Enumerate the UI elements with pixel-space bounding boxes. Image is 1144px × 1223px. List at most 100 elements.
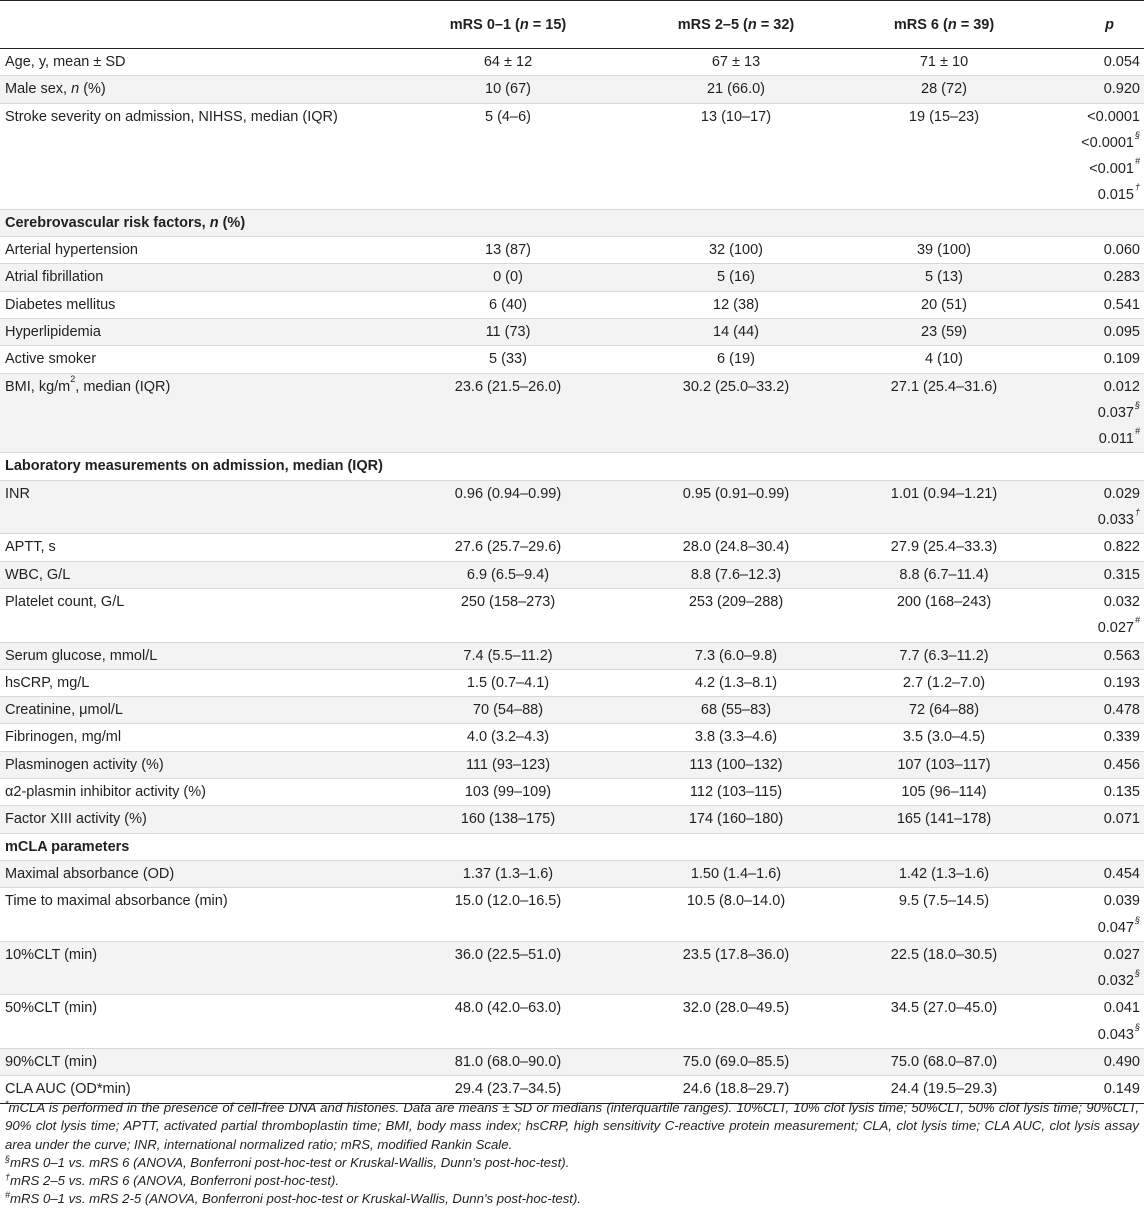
p-value-line: 0.109 (1044, 346, 1140, 372)
cell-mrs-6: 27.9 (25.4–33.3) (844, 533, 1044, 562)
footnote-marker: † (5, 1172, 11, 1183)
p-value: 0.454 (1103, 865, 1140, 882)
cell-mrs-0-1: 29.4 (23.7–34.5) (388, 1075, 628, 1104)
p-value-line: 0.041 (1044, 995, 1140, 1021)
footnote-text: mCLA is performed in the presence of cel… (5, 1100, 1139, 1152)
label-part: n (71, 81, 80, 98)
table-row: 50%CLT (min) 48.0 (42.0–63.0) 32.0 (28.0–4… (0, 994, 1144, 1049)
p-value-line: 0.454 (1044, 861, 1140, 887)
label-part: Cerebrovascular risk factors, (5, 214, 210, 231)
empty-cell (1044, 452, 1144, 481)
row-label: Factor XIII activity (%) (0, 805, 388, 834)
p-value-marker: # (1134, 426, 1140, 437)
section-header-row: mCLA parameters (0, 833, 1144, 861)
cell-mrs-6: 4 (10) (844, 345, 1044, 374)
section-header-row: Cerebrovascular risk factors, n (%) (0, 209, 1144, 238)
cell-mrs-0-1: 5 (4–6) (388, 103, 628, 210)
p-value-marker: § (1134, 914, 1140, 925)
table-row: Time to maximal absorbance (min) 15.0 (12… (0, 887, 1144, 942)
row-label: Stroke severity on admission, NIHSS, med… (0, 103, 388, 210)
cell-mrs-0-1: 6 (40) (388, 291, 628, 319)
table-row: CLA AUC (OD*min) 29.4 (23.7–34.5) 24.6 (18… (0, 1075, 1144, 1104)
section-title: mCLA parameters (0, 833, 388, 861)
cell-mrs-0-1: 160 (138–175) (388, 805, 628, 834)
cell-p-value: 0.135 (1044, 778, 1144, 807)
table-row: Arterial hypertension 13 (87) 32 (100) 39 (… (0, 236, 1144, 265)
empty-cell (628, 452, 844, 481)
cell-p-value: 0.339 (1044, 723, 1144, 752)
cell-mrs-2-5: 14 (44) (628, 318, 844, 347)
p-value: 0.011 (1098, 431, 1134, 448)
cell-mrs-2-5: 3.8 (3.3–4.6) (628, 723, 844, 752)
cell-mrs-2-5: 10.5 (8.0–14.0) (628, 887, 844, 942)
row-label: Fibrinogen, mg/ml (0, 723, 388, 752)
table-row: INR 0.96 (0.94–0.99) 0.95 (0.91–0.99) 1.01 … (0, 480, 1144, 535)
cell-p-value: 0.193 (1044, 669, 1144, 698)
cell-mrs-2-5: 24.6 (18.8–29.7) (628, 1075, 844, 1104)
cell-mrs-6: 200 (168–243) (844, 588, 1044, 643)
empty-cell (844, 209, 1044, 238)
table-row: WBC, G/L 6.9 (6.5–9.4) 8.8 (7.6–12.3) 8.8 (… (0, 561, 1144, 589)
cell-mrs-6: 9.5 (7.5–14.5) (844, 887, 1044, 942)
cell-mrs-0-1: 81.0 (68.0–90.0) (388, 1048, 628, 1077)
p-value: 0.037 (1097, 404, 1134, 421)
p-value: 0.478 (1103, 702, 1140, 719)
p-value-line: 0.193 (1044, 670, 1140, 696)
p-value-line: 0.456 (1044, 752, 1140, 778)
cell-p-value: 0.071 (1044, 805, 1144, 834)
table-row: Maximal absorbance (OD) 1.37 (1.3–1.6) 1.5… (0, 860, 1144, 889)
table-row: 90%CLT (min) 81.0 (68.0–90.0) 75.0 (69.0–8… (0, 1048, 1144, 1077)
cell-mrs-6: 107 (103–117) (844, 751, 1044, 780)
p-value-line: 0.039 (1044, 888, 1140, 914)
p-value-line: 0.822 (1044, 534, 1140, 560)
p-value-line: 0.920 (1044, 76, 1140, 102)
cell-mrs-6: 24.4 (19.5–29.3) (844, 1075, 1044, 1104)
cell-mrs-2-5: 4.2 (1.3–8.1) (628, 669, 844, 698)
label-part: (%) (218, 214, 246, 231)
cell-mrs-6: 22.5 (18.0–30.5) (844, 941, 1044, 996)
table-row: Stroke severity on admission, NIHSS, med… (0, 103, 1144, 210)
row-label: Active smoker (0, 345, 388, 374)
baseline-characteristics-table: mRS 0–1 (n = 15) mRS 2–5 (n = 32) mRS 6 … (0, 0, 1144, 1104)
cell-mrs-2-5: 68 (55–83) (628, 696, 844, 725)
cell-mrs-2-5: 7.3 (6.0–9.8) (628, 642, 844, 670)
cell-mrs-0-1: 23.6 (21.5–26.0) (388, 373, 628, 454)
cell-p-value: 0.039 0.047§ (1044, 887, 1144, 942)
p-value: 0.456 (1103, 756, 1140, 773)
row-label: Platelet count, G/L (0, 588, 388, 643)
cell-p-value: 0.060 (1044, 236, 1144, 265)
p-value-line: 0.029 (1044, 481, 1140, 507)
cell-mrs-6: 72 (64–88) (844, 696, 1044, 725)
cell-mrs-6: 23 (59) (844, 318, 1044, 347)
p-value: 0.060 (1103, 242, 1140, 259)
footnote-text: mRS 2–5 vs. mRS 6 (ANOVA, Bonferroni pos… (10, 1173, 340, 1189)
p-value: 0.012 (1103, 378, 1140, 395)
table-footnotes: *mCLA is performed in the presence of ce… (5, 1099, 1139, 1209)
cell-p-value: 0.456 (1044, 751, 1144, 780)
p-value-line: 0.037§ (1044, 400, 1140, 426)
p-value-line: <0.001# (1044, 156, 1140, 182)
empty-cell (388, 833, 628, 861)
cell-mrs-0-1: 15.0 (12.0–16.5) (388, 887, 628, 942)
row-label: BMI, kg/m2, median (IQR) (0, 373, 388, 454)
row-label: WBC, G/L (0, 561, 388, 589)
table-row: hsCRP, mg/L 1.5 (0.7–4.1) 4.2 (1.3–8.1) 2.7… (0, 669, 1144, 698)
header-mrs-6: mRS 6 (n = 39) (844, 0, 1044, 49)
cell-p-value: 0.027 0.032§ (1044, 941, 1144, 996)
cell-p-value: 0.490 (1044, 1048, 1144, 1077)
row-label: Time to maximal absorbance (min) (0, 887, 388, 942)
cell-mrs-6: 5 (13) (844, 263, 1044, 292)
cell-mrs-2-5: 75.0 (69.0–85.5) (628, 1048, 844, 1077)
cell-p-value: 0.478 (1044, 696, 1144, 725)
cell-mrs-6: 28 (72) (844, 75, 1044, 104)
empty-cell (844, 833, 1044, 861)
cell-mrs-0-1: 111 (93–123) (388, 751, 628, 780)
empty-cell (1044, 833, 1144, 861)
cell-mrs-0-1: 4.0 (3.2–4.3) (388, 723, 628, 752)
p-value: 0.193 (1103, 674, 1140, 691)
row-label: Diabetes mellitus (0, 291, 388, 319)
p-value: 0.920 (1103, 81, 1140, 98)
row-label: Arterial hypertension (0, 236, 388, 265)
cell-mrs-0-1: 1.37 (1.3–1.6) (388, 860, 628, 889)
empty-cell (1044, 209, 1144, 238)
